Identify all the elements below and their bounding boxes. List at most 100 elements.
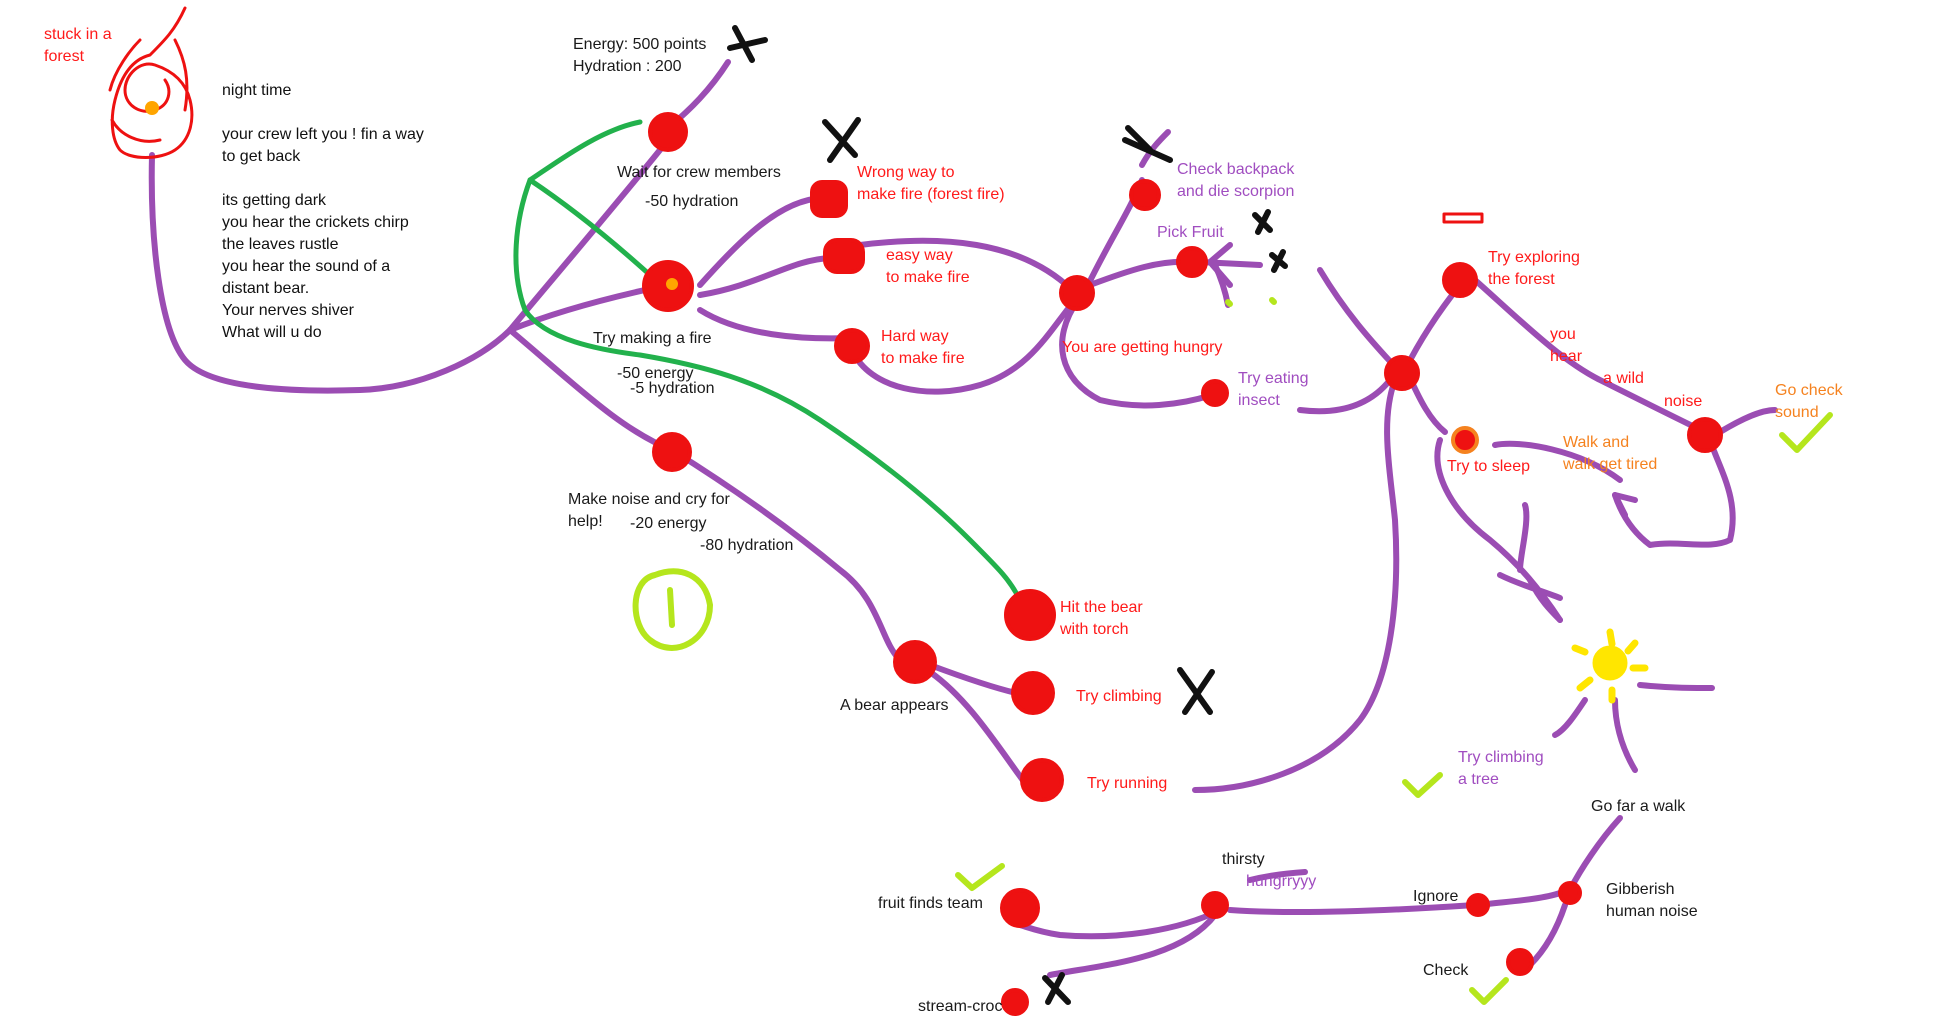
label-eat-insect-1: Try eating	[1238, 370, 1309, 387]
label-try-climbing: Try climbing	[1076, 688, 1162, 705]
path-thirsty-to-hungry	[1247, 869, 1308, 883]
label-gibberish-1: Gibberish	[1606, 881, 1675, 898]
node-wait-crew	[648, 112, 688, 152]
label-walk-tired-2: walk get tired	[1563, 456, 1658, 473]
label-hit-bear-2: with torch	[1060, 621, 1129, 638]
start-scribble	[108, 6, 194, 159]
path-walk-line	[1492, 440, 1623, 483]
intro-line: you hear the crickets chirp	[222, 214, 409, 231]
label-climb-tree-1: Try climbing	[1458, 749, 1544, 766]
label-wait-crew-cost: -50 hydration	[645, 193, 739, 210]
node-backpack	[1129, 179, 1161, 211]
success-circle-mark	[667, 587, 675, 628]
path-fire-to-hard	[697, 307, 855, 342]
label-explore-1: Try exploring	[1488, 249, 1580, 266]
path-noise-to-bear	[669, 447, 903, 663]
label-gibberish-2: human noise	[1606, 903, 1698, 920]
label-make-fire-cost2: -5 hydration	[630, 380, 715, 397]
path-start-to-hub	[148, 152, 513, 394]
sun-icon	[1571, 628, 1649, 704]
path-backpack-up	[1139, 129, 1171, 168]
label-hungry: You are getting hungry	[1062, 339, 1223, 356]
label-explore-2: the forest	[1488, 271, 1555, 288]
path-noise-loop	[1612, 437, 1736, 548]
intro-line: Your nerves shiver	[222, 302, 354, 319]
path-thirsty-to-fruit	[1017, 907, 1223, 940]
intro-line: your crew left you ! fin a way	[222, 126, 424, 143]
path-noise-to-check	[1717, 407, 1778, 435]
label-far-walk: Go far a walk	[1591, 798, 1686, 815]
label-bear-appears: A bear appears	[840, 697, 949, 714]
label-wait-crew: Wait for crew members	[617, 164, 781, 181]
path-sleep-arrow-head	[1517, 502, 1563, 623]
path-junction-down	[1192, 377, 1400, 793]
node-fruit-team	[1000, 888, 1040, 928]
label-go-check-2: sound	[1775, 404, 1819, 421]
label-wrong-fire-2: make fire (forest fire)	[857, 186, 1005, 203]
node-bear-appears	[893, 640, 937, 684]
path-junction-to-explore	[1402, 282, 1463, 373]
intro-text: night time your crew left you ! fin a wa…	[222, 80, 424, 344]
success-check-icon	[1779, 412, 1833, 453]
path-junction-up	[1317, 267, 1401, 373]
label-go-check-1: Go check	[1775, 382, 1843, 399]
fail-x-icon	[1177, 667, 1215, 715]
path-hungry-to-fruit	[1087, 258, 1193, 288]
path-sun-right	[1637, 682, 1715, 691]
node-explore	[1442, 262, 1478, 298]
label-wild-noise-1: you	[1550, 326, 1576, 343]
label-backpack-2: and die scorpion	[1177, 183, 1295, 200]
path-hungry-to-insect	[1059, 297, 1215, 409]
label-try-sleep: Try to sleep	[1447, 458, 1530, 475]
path-hub-to-wait	[507, 137, 671, 333]
label-stream-croc: stream-croc	[918, 998, 1003, 1015]
node-hungry	[1059, 275, 1095, 311]
label-walk-tired-1: Walk and	[1563, 434, 1630, 451]
path-bear-to-run	[927, 669, 1033, 793]
node-make-noise	[652, 432, 692, 472]
label-easy-fire-1: easy way	[886, 247, 953, 264]
label-climb-tree-2: a tree	[1458, 771, 1499, 788]
node-hit-bear	[1004, 589, 1056, 641]
path-sleep-arrow-left	[1497, 572, 1563, 601]
label-easy-fire-2: to make fire	[886, 269, 970, 286]
intro-line: its getting dark	[222, 192, 327, 209]
fail-x-icon	[1269, 249, 1288, 273]
label-ignore: Ignore	[1413, 888, 1459, 905]
node-hard-fire	[834, 328, 870, 364]
node-wild-noise	[1687, 417, 1723, 453]
start-marker-icon	[145, 101, 159, 115]
label-make-fire-cost1: -50 energy	[617, 365, 694, 382]
label-hard-fire-2: to make fire	[881, 350, 965, 367]
path-gibberish-to-ignore	[1477, 890, 1563, 908]
node-thirsty	[1201, 891, 1229, 919]
success-check-icon	[1402, 772, 1443, 798]
path-fire-to-wrong	[697, 195, 825, 288]
node-gibberish	[1558, 881, 1582, 905]
path-explore-to-noise	[1472, 277, 1708, 435]
node-stream-croc	[1001, 988, 1029, 1016]
label-make-noise-1: Make noise and cry for	[568, 491, 730, 508]
node-pick-fruit	[1176, 246, 1208, 278]
label-make-noise-cost1: -20 energy	[630, 515, 707, 532]
label-try-running: Try running	[1087, 775, 1168, 792]
path-sun-down	[1612, 697, 1638, 773]
intro-line: you hear the sound of a	[222, 258, 391, 275]
label-wild-noise-4: noise	[1664, 393, 1703, 410]
energy-stat: Energy: 500 points	[573, 36, 707, 53]
success-check-icon	[1469, 977, 1509, 1005]
node-eat-insect	[1201, 379, 1229, 407]
label-make-noise-cost2: -80 hydration	[700, 537, 794, 554]
label-thirsty: thirsty	[1222, 851, 1265, 868]
path-fire-to-easy	[697, 255, 833, 298]
path-junction-to-sleep	[1407, 375, 1448, 435]
success-circle-icon	[632, 568, 713, 651]
label-eat-insect-2: insect	[1238, 392, 1280, 409]
node-junction	[1384, 355, 1420, 391]
intro-line: What will u do	[222, 324, 322, 341]
success-check-icon	[955, 863, 1005, 891]
path-thirsty-to-croc	[1047, 912, 1218, 978]
node-easy-fire	[823, 238, 865, 274]
label-make-fire: Try making a fire	[593, 330, 712, 347]
